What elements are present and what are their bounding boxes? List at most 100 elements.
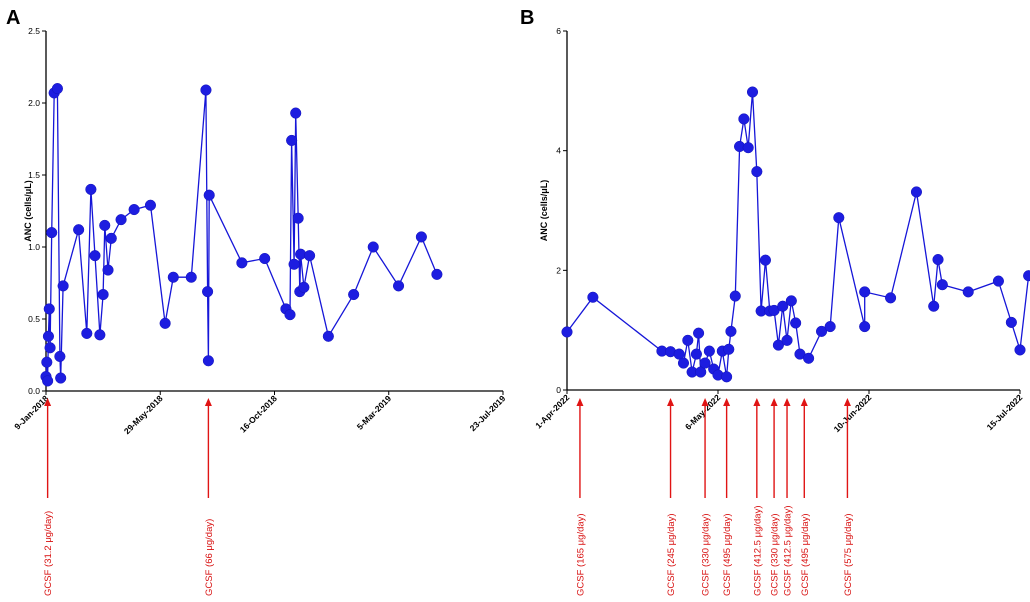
gcsf-dose-label: GCSF (412.5 μg/day) bbox=[752, 506, 763, 596]
data-point bbox=[159, 317, 171, 329]
y-tick-label: 6 bbox=[556, 26, 561, 36]
gcsf-dose-label: GCSF (412.5 μg/day) bbox=[783, 506, 794, 596]
x-tick-label: 10-Jun-2022 bbox=[832, 392, 874, 434]
data-point bbox=[348, 288, 360, 301]
gcsf-dose-label: GCSF (165 μg/day) bbox=[575, 513, 586, 596]
data-point bbox=[785, 295, 797, 307]
data-point bbox=[1023, 270, 1030, 282]
gcsf-arrowhead bbox=[783, 398, 791, 406]
data-point bbox=[746, 86, 759, 98]
data-point bbox=[777, 300, 789, 312]
data-point bbox=[721, 371, 733, 383]
data-point bbox=[51, 83, 63, 95]
data-point bbox=[742, 142, 754, 154]
data-point bbox=[94, 329, 106, 341]
data-point bbox=[57, 280, 69, 292]
gcsf-arrowhead bbox=[701, 398, 709, 406]
data-point bbox=[759, 254, 772, 266]
data-point bbox=[815, 325, 828, 337]
data-point bbox=[322, 330, 334, 342]
data-point bbox=[203, 189, 215, 201]
data-point bbox=[73, 224, 85, 236]
data-point bbox=[367, 241, 379, 253]
data-point bbox=[703, 345, 715, 357]
data-point bbox=[738, 113, 750, 125]
y-axis-label: ANC (cells/μL) bbox=[23, 180, 33, 242]
data-point bbox=[284, 309, 296, 321]
x-tick-label: 9-Jan-2018 bbox=[12, 393, 50, 431]
gcsf-dose-label: GCSF (245 μg/day) bbox=[666, 513, 677, 596]
y-tick-label: 0.0 bbox=[28, 386, 40, 396]
data-point bbox=[97, 288, 109, 301]
x-tick-label: 5-Mar-2019 bbox=[355, 393, 394, 432]
data-point bbox=[44, 342, 56, 354]
data-point bbox=[42, 375, 54, 387]
data-point bbox=[236, 257, 248, 269]
y-tick-label: 4 bbox=[556, 146, 561, 156]
x-tick-label: 6-May-2022 bbox=[683, 392, 723, 432]
data-point bbox=[81, 327, 93, 339]
data-point bbox=[725, 325, 737, 337]
y-tick-label: 1.5 bbox=[28, 170, 40, 180]
data-point bbox=[1005, 316, 1017, 328]
data-point bbox=[288, 258, 300, 270]
data-point bbox=[431, 268, 443, 280]
y-tick-label: 2.0 bbox=[28, 98, 40, 108]
data-point bbox=[690, 348, 702, 360]
data-point bbox=[962, 286, 974, 298]
data-point bbox=[729, 290, 741, 302]
data-point bbox=[928, 300, 940, 312]
gcsf-dose-label: GCSF (495 μg/day) bbox=[722, 513, 733, 596]
data-point bbox=[259, 252, 271, 265]
data-point bbox=[304, 250, 316, 262]
data-point bbox=[392, 280, 405, 292]
data-point bbox=[43, 303, 55, 315]
data-point bbox=[699, 357, 711, 369]
chart-panel-a: A 0.0 0.5 1.0 1.5 2.0 2.5 ANC (cells/μL) 9-Jan-2… bbox=[6, 7, 508, 596]
gcsf-arrowhead bbox=[770, 398, 778, 406]
data-point bbox=[1014, 344, 1026, 356]
chart-panel-b: B 0 2 4 6 ANC (cells/μL) 1-Apr-2022 6-May-2022 1… bbox=[520, 7, 1030, 596]
y-tick-label: 1.0 bbox=[28, 242, 40, 252]
data-point bbox=[85, 183, 97, 195]
gcsf-dose-label: GCSF (66 μg/day) bbox=[204, 519, 215, 596]
data-point bbox=[99, 219, 111, 231]
gcsf-arrowhead bbox=[576, 398, 584, 406]
gcsf-dose-label: GCSF (31.2 μg/day) bbox=[43, 511, 54, 596]
x-tick-label: 1-Apr-2022 bbox=[533, 392, 571, 430]
x-tick-label: 15-Jul-2022 bbox=[985, 392, 1025, 432]
data-point bbox=[695, 366, 707, 378]
gcsf-dose-label: GCSF (330 μg/day) bbox=[701, 513, 712, 596]
data-point bbox=[105, 232, 117, 244]
data-point bbox=[185, 271, 197, 283]
data-point bbox=[290, 107, 302, 119]
gcsf-arrowhead bbox=[843, 398, 851, 406]
anc-series-line bbox=[566, 91, 1030, 377]
data-point bbox=[751, 166, 763, 178]
data-point bbox=[167, 271, 179, 283]
data-point bbox=[202, 355, 214, 367]
data-point bbox=[41, 356, 53, 368]
data-point bbox=[200, 84, 212, 96]
data-point bbox=[833, 212, 845, 224]
data-point bbox=[292, 212, 304, 224]
data-point bbox=[693, 327, 705, 339]
y-tick-label: 0.5 bbox=[28, 314, 40, 324]
y-axis-label: ANC (cells/μL) bbox=[539, 180, 549, 242]
x-tick-label: 23-Jul-2019 bbox=[468, 393, 508, 433]
gcsf-dose-label: GCSF (330 μg/day) bbox=[770, 513, 781, 596]
data-point bbox=[102, 264, 114, 276]
data-point bbox=[587, 291, 599, 303]
data-point bbox=[885, 292, 897, 304]
y-tick-label: 2.5 bbox=[28, 26, 40, 36]
data-point bbox=[859, 321, 871, 333]
data-point bbox=[46, 227, 58, 239]
data-point bbox=[910, 186, 923, 198]
data-point bbox=[415, 231, 427, 243]
data-point bbox=[936, 279, 948, 291]
data-point bbox=[115, 214, 127, 226]
data-point bbox=[859, 286, 871, 298]
y-tick-label: 0 bbox=[556, 385, 561, 395]
gcsf-dose-label: GCSF (495 μg/day) bbox=[800, 513, 811, 596]
